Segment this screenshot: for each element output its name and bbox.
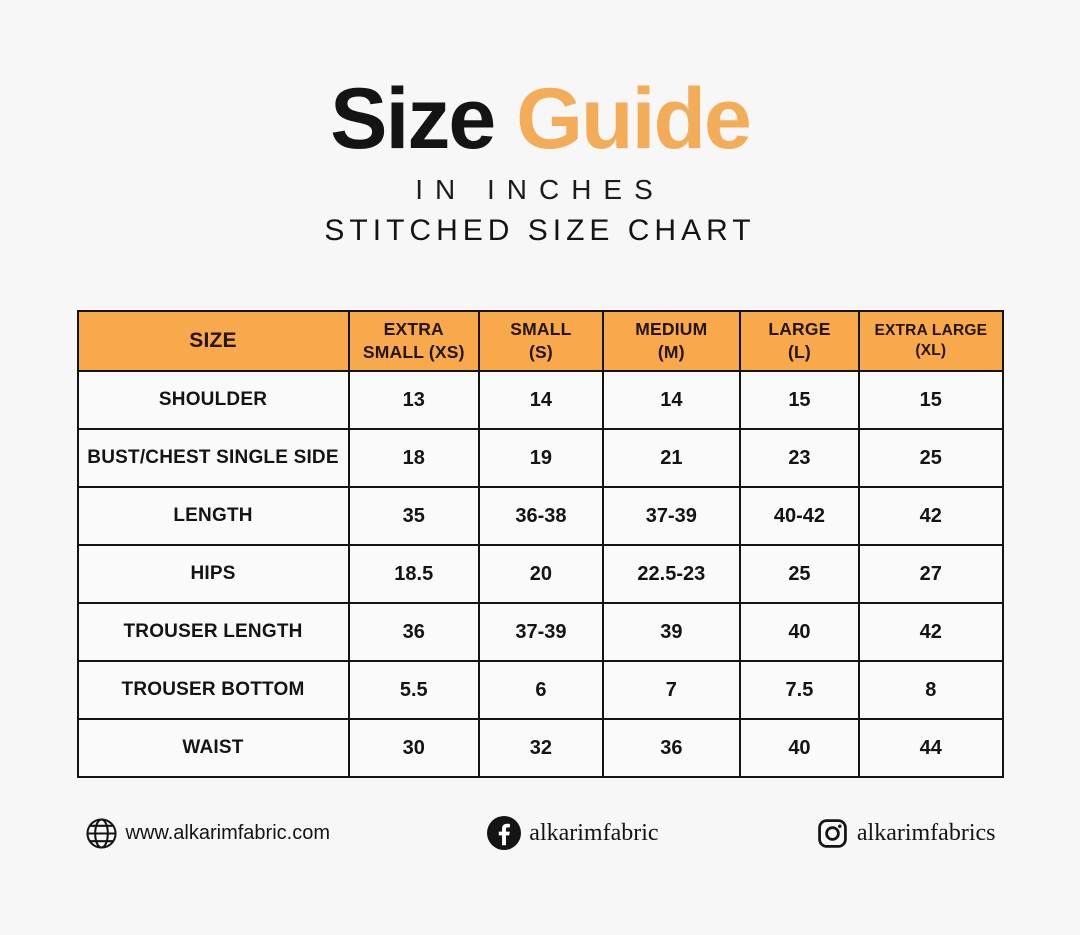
size-value: 23 bbox=[738, 428, 861, 488]
size-value: 27 bbox=[858, 544, 1004, 604]
size-value: 15 bbox=[738, 370, 861, 430]
size-chart-table: SIZE EXTRA SMALL (XS) SMALL (S) MEDIUM (M) L… bbox=[76, 310, 1004, 778]
instagram-icon bbox=[816, 817, 849, 850]
size-value: 20 bbox=[477, 544, 604, 604]
size-value: 42 bbox=[858, 602, 1004, 662]
subtitle-in-inches: IN INCHES bbox=[415, 174, 665, 205]
size-value: 18.5 bbox=[347, 544, 480, 604]
instagram-text: alkarimfabrics bbox=[856, 819, 996, 846]
size-value: 37-39 bbox=[601, 486, 741, 546]
size-value: 42 bbox=[858, 486, 1004, 546]
row-label: WAIST bbox=[76, 718, 350, 778]
size-value: 18 bbox=[347, 428, 480, 488]
table-row-waist: WAIST 30 32 36 40 44 bbox=[76, 718, 1004, 778]
facebook-text: alkarimfabric bbox=[529, 819, 659, 846]
footer-contacts: www.alkarimfabric.com alkarimfabric alka… bbox=[77, 816, 1004, 850]
column-header-extra-small-xs: EXTRA SMALL (XS) bbox=[347, 310, 480, 372]
instagram-item: alkarimfabrics bbox=[816, 817, 996, 850]
table-row-length: LENGTH 35 36-38 37-39 40-42 42 bbox=[76, 486, 1004, 546]
row-label: LENGTH bbox=[76, 486, 350, 546]
table-body: SHOULDER 13 14 14 15 15 BUST/CHEST SINGLE SIDE… bbox=[76, 370, 1004, 778]
column-header-medium-m: MEDIUM (M) bbox=[601, 310, 741, 372]
chart-title: STITCHED SIZE CHART bbox=[324, 214, 756, 247]
column-header-small-s: SMALL (S) bbox=[477, 310, 604, 372]
facebook-item: alkarimfabric bbox=[487, 816, 659, 850]
size-value: 8 bbox=[858, 660, 1004, 720]
size-value: 40-42 bbox=[738, 486, 861, 546]
size-value: 7 bbox=[601, 660, 741, 720]
size-value: 21 bbox=[601, 428, 741, 488]
size-value: 19 bbox=[477, 428, 604, 488]
page-title: Size Guide bbox=[0, 76, 1080, 162]
table-header-row: SIZE EXTRA SMALL (XS) SMALL (S) MEDIUM (M) L… bbox=[76, 310, 1004, 372]
column-header-large-l: LARGE (L) bbox=[738, 310, 861, 372]
header-block: Size Guide IN INCHES STITCHED SIZE CHART bbox=[0, 0, 1080, 248]
size-value: 5.5 bbox=[347, 660, 480, 720]
size-value: 7.5 bbox=[738, 660, 861, 720]
size-value: 35 bbox=[347, 486, 480, 546]
title-word-size: Size bbox=[330, 71, 496, 167]
size-value: 15 bbox=[858, 370, 1004, 430]
table-row-trouser-bottom: TROUSER BOTTOM 5.5 6 7 7.5 8 bbox=[76, 660, 1004, 720]
column-header-extra-large-xl: EXTRA LARGE (XL) bbox=[858, 310, 1004, 372]
facebook-icon bbox=[487, 816, 522, 850]
size-value: 36 bbox=[601, 718, 741, 778]
size-value: 36-38 bbox=[477, 486, 604, 546]
size-value: 39 bbox=[601, 602, 741, 662]
size-value: 44 bbox=[858, 718, 1004, 778]
table-row-trouser-length: TROUSER LENGTH 36 37-39 39 40 42 bbox=[76, 602, 1004, 662]
size-value: 25 bbox=[858, 428, 1004, 488]
size-value: 40 bbox=[738, 718, 861, 778]
size-value: 6 bbox=[477, 660, 604, 720]
size-value: 40 bbox=[738, 602, 861, 662]
row-label: BUST/CHEST SINGLE SIDE bbox=[76, 428, 350, 488]
table-row-shoulder: SHOULDER 13 14 14 15 15 bbox=[76, 370, 1004, 430]
website-item: www.alkarimfabric.com bbox=[85, 817, 330, 850]
row-label: HIPS bbox=[76, 544, 350, 604]
size-value: 25 bbox=[738, 544, 861, 604]
title-word-guide: Guide bbox=[516, 71, 752, 167]
size-value: 13 bbox=[347, 370, 480, 430]
website-text: www.alkarimfabric.com bbox=[125, 821, 330, 844]
size-value: 14 bbox=[601, 370, 741, 430]
globe-icon bbox=[85, 817, 118, 850]
column-header-size: SIZE bbox=[76, 310, 350, 372]
size-value: 36 bbox=[347, 602, 480, 662]
size-value: 22.5-23 bbox=[601, 544, 741, 604]
size-chart-table-wrap: SIZE EXTRA SMALL (XS) SMALL (S) MEDIUM (M) L… bbox=[76, 310, 1004, 778]
size-value: 14 bbox=[477, 370, 604, 430]
size-value: 30 bbox=[347, 718, 480, 778]
row-label: TROUSER BOTTOM bbox=[76, 660, 350, 720]
size-value: 37-39 bbox=[477, 602, 604, 662]
row-label: TROUSER LENGTH bbox=[76, 602, 350, 662]
table-row-hips: HIPS 18.5 20 22.5-23 25 27 bbox=[76, 544, 1004, 604]
size-value: 32 bbox=[477, 718, 604, 778]
table-row-bust-chest-single-side: BUST/CHEST SINGLE SIDE 18 19 21 23 25 bbox=[76, 428, 1004, 488]
row-label: SHOULDER bbox=[76, 370, 350, 430]
